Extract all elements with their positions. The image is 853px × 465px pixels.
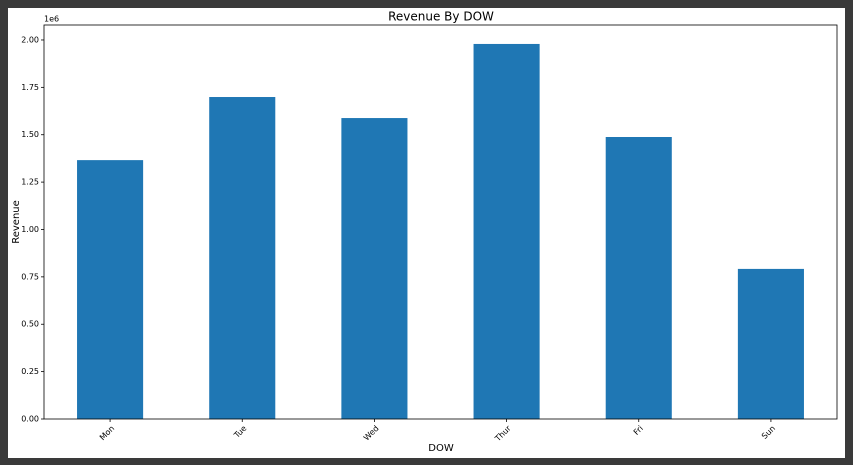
y-tick-label: 1.00: [21, 225, 39, 234]
bar: [341, 118, 408, 420]
bar: [473, 43, 540, 420]
bar: [605, 137, 672, 420]
y-tick-label: 2.00: [21, 35, 39, 44]
axes-frame: [43, 24, 838, 420]
y-tick-label: 1.25: [21, 178, 39, 187]
bar: [209, 97, 276, 420]
figure-background: [8, 8, 845, 458]
y-offset-label: 1e6: [44, 15, 59, 24]
y-tick-label: 0.75: [21, 272, 39, 281]
bar: [737, 268, 804, 419]
chart-title: Revenue By DOW: [388, 10, 494, 24]
y-tick-label: 0.50: [21, 320, 39, 329]
y-tick-label: 1.75: [21, 83, 39, 92]
x-axis-label: DOW: [428, 443, 454, 454]
y-tick-label: 1.50: [21, 130, 39, 139]
bar: [77, 160, 144, 420]
y-tick-label: 0.00: [21, 415, 39, 424]
y-axis-label: Revenue: [11, 200, 22, 244]
y-tick-label: 0.25: [21, 367, 39, 376]
